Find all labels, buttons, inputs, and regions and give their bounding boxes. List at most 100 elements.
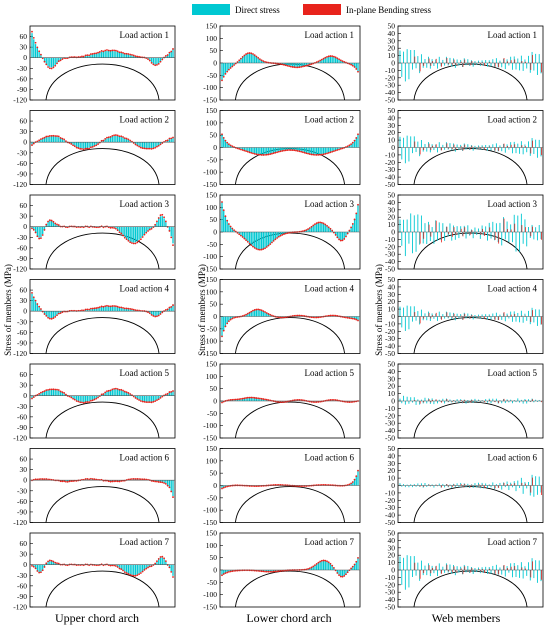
bending-mark	[65, 140, 67, 142]
bending-mark	[262, 484, 265, 487]
y-tick-label: 50	[210, 469, 218, 478]
bending-mark	[122, 136, 124, 138]
y-tick-label: 100	[206, 118, 218, 127]
bending-mark	[79, 147, 82, 150]
bending-mark	[114, 305, 117, 308]
bending-mark	[40, 478, 42, 480]
bending-mark	[226, 70, 229, 73]
bending-mark	[38, 392, 41, 395]
panel-load-label: Load action 5	[305, 368, 355, 378]
bending-mark	[152, 147, 155, 150]
bending-mark	[345, 235, 347, 238]
bending-mark	[132, 574, 135, 577]
bending-mark	[236, 147, 239, 150]
y-tick-label: 30	[388, 205, 396, 214]
bending-mark	[32, 36, 35, 39]
bending-mark	[329, 227, 332, 230]
bending-mark	[348, 144, 351, 147]
y-tick-label: 150	[206, 529, 218, 538]
bending-mark	[123, 236, 126, 239]
bending-mark	[317, 561, 320, 564]
bending-mark	[147, 566, 149, 569]
bending-mark	[327, 226, 330, 229]
bending-mark	[338, 58, 340, 61]
bending-mark	[221, 401, 223, 404]
bending-mark	[296, 314, 299, 317]
bending-mark	[81, 148, 83, 150]
bending-mark	[246, 52, 249, 55]
y-tick-label: 50	[388, 529, 396, 538]
bending-mark	[331, 55, 334, 58]
bending-mark	[138, 573, 140, 576]
bending-mark	[163, 141, 165, 143]
y-tick-label: 0	[23, 138, 27, 147]
y-tick-label: -20	[385, 158, 395, 167]
bending-mark	[93, 307, 96, 310]
bending-mark	[302, 151, 304, 154]
bending-mark	[284, 400, 287, 403]
bending-mark	[152, 63, 155, 66]
bending-mark	[357, 203, 359, 206]
bending-mark	[269, 243, 272, 245]
y-tick-label: -50	[385, 518, 395, 527]
bending-mark	[116, 566, 119, 568]
bending-mark	[255, 397, 258, 399]
bending-mark	[34, 41, 37, 44]
bending-mark	[116, 480, 119, 483]
column-title-web: Web members	[432, 611, 501, 625]
bending-mark	[252, 152, 254, 155]
bending-mark	[265, 398, 268, 401]
bending-mark	[272, 152, 275, 155]
bending-mark	[170, 490, 173, 493]
bending-mark	[120, 135, 123, 138]
panel-load-label: Load action 5	[488, 368, 538, 378]
y-tick-label: 0	[23, 222, 27, 231]
bending-mark	[36, 140, 39, 143]
bending-mark	[156, 220, 158, 223]
bending-mark	[95, 144, 98, 147]
bending-mark	[248, 569, 251, 572]
panel-load-label: Load action 4	[305, 284, 355, 294]
y-tick-label: 40	[388, 113, 396, 122]
panel-load-label: Load action 3	[305, 199, 355, 209]
bending-mark	[284, 64, 287, 67]
y-tick-label: 60	[20, 117, 28, 126]
bending-mark	[166, 392, 169, 395]
bending-mark	[102, 50, 105, 53]
bending-mark	[231, 317, 234, 320]
bending-mark	[279, 570, 282, 572]
y-tick-label: -30	[385, 419, 395, 428]
bending-mark	[95, 397, 98, 400]
bending-mark	[61, 480, 64, 483]
bending-mark	[88, 54, 91, 57]
bending-mark	[222, 209, 225, 212]
bending-mark	[131, 242, 133, 244]
bending-mark	[338, 574, 340, 577]
bending-mark	[172, 136, 174, 139]
bending-mark	[72, 397, 74, 400]
bending-mark	[267, 570, 270, 573]
bending-mark	[324, 152, 327, 155]
bending-mark	[106, 49, 108, 51]
bending-mark	[43, 566, 46, 568]
y-tick-label: 20	[388, 44, 396, 53]
y-tick-label: -40	[385, 426, 395, 435]
bending-mark	[274, 570, 277, 573]
bending-mark	[351, 223, 354, 225]
y-tick-label: 20	[388, 128, 396, 137]
bending-mark	[141, 236, 144, 238]
y-tick-label: -150	[203, 434, 217, 443]
bending-mark	[123, 137, 126, 139]
y-tick-label: -10	[385, 235, 395, 244]
bending-mark	[341, 60, 344, 62]
column-title-upper: Upper chord arch	[55, 611, 139, 625]
bending-mark	[315, 222, 318, 225]
bending-mark	[310, 225, 313, 228]
bending-mark	[125, 391, 128, 393]
bending-mark	[355, 68, 358, 70]
bending-mark	[65, 393, 67, 396]
bending-mark	[283, 149, 285, 152]
bending-mark	[314, 401, 316, 403]
